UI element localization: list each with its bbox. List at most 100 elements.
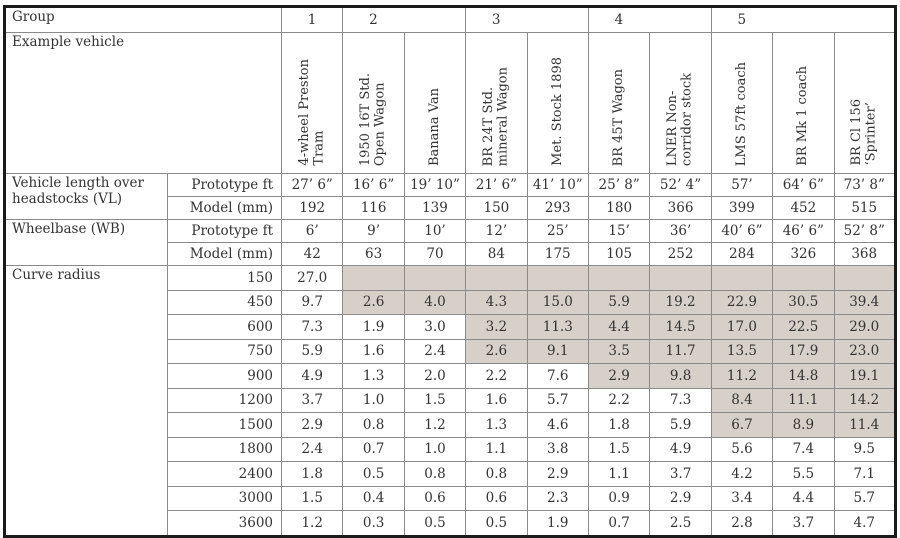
value-cell: 0.5 (403, 510, 467, 537)
value-cell: 21’ 6” (465, 173, 528, 197)
value-cell: 192 (281, 196, 344, 220)
value-cell: 4.7 (833, 510, 896, 537)
value-cell: 4.9 (649, 436, 712, 462)
value-cell: 4.3 (465, 289, 528, 315)
value-cell: 8.4 (710, 387, 774, 413)
value-cell: 2.0 (403, 363, 467, 389)
example-vehicle-row: Example vehicle 4-wheel Preston Tram 195… (3, 32, 896, 174)
value-cell: 0.8 (342, 412, 405, 438)
value-cell: 39.4 (833, 289, 896, 315)
value-cell: 1.9 (342, 314, 405, 340)
value-cell: 2.3 (526, 485, 589, 511)
group-number: 4 (614, 12, 624, 28)
vehicle-name: BR Mk 1 coach (795, 66, 811, 166)
value-cell: 0.5 (465, 510, 528, 537)
value-cell: 0.7 (342, 436, 405, 462)
vehicle-header-cell: Banana Van (403, 32, 467, 174)
value-cell: 9.7 (281, 289, 344, 315)
value-cell: 4.4 (587, 314, 651, 340)
radius-label: 1800 (166, 436, 283, 462)
value-cell: 0.8 (403, 461, 467, 487)
value-cell: 2.9 (526, 461, 589, 487)
value-cell: 19.1 (833, 363, 896, 389)
group-number: 3 (491, 12, 501, 28)
value-cell (649, 265, 712, 291)
value-cell: 452 (772, 196, 835, 220)
value-cell: 0.9 (587, 485, 651, 511)
group-number: 5 (737, 12, 747, 28)
curve-row-450: 450 9.7 2.6 4.0 4.3 15.0 5.9 19.2 22.9 3… (5, 289, 896, 315)
value-cell: 27.0 (281, 265, 344, 291)
radius-label: 3600 (166, 510, 283, 537)
value-cell: 1.1 (587, 461, 651, 487)
value-cell: 0.4 (342, 485, 405, 511)
curve-row-3000: 3000 1.5 0.4 0.6 0.6 2.3 0.9 2.9 3.4 4.4… (5, 485, 896, 511)
group-cell-1: 1 (281, 6, 344, 33)
value-cell: 284 (710, 242, 774, 266)
radius-label: 900 (166, 363, 283, 389)
value-cell: 2.5 (649, 510, 712, 537)
vehicle-header-wrap: LNER Non- corridor stock (651, 34, 710, 173)
value-cell: 15’ (587, 219, 651, 243)
value-cell: 11.7 (649, 338, 712, 364)
value-cell: 23.0 (833, 338, 896, 364)
vehicle-header-wrap: Banana Van (405, 34, 464, 173)
curve-row-1800: 1800 2.4 0.7 1.0 1.1 3.8 1.5 4.9 5.6 7.4… (5, 436, 896, 462)
vehicle-name: LNER Non- corridor stock (665, 72, 695, 166)
value-cell: 1.3 (465, 412, 528, 438)
value-cell: 1.0 (403, 436, 467, 462)
value-cell: 1.8 (281, 461, 344, 487)
group-row-label: Group (3, 6, 283, 33)
value-cell: 7.1 (833, 461, 896, 487)
vehicle-header-cell: LNER Non- corridor stock (649, 32, 712, 174)
value-cell: 11.1 (772, 387, 835, 413)
curve-row-1500: 1500 2.9 0.8 1.2 1.3 4.6 1.8 5.9 6.7 8.9… (5, 412, 896, 438)
value-cell: 5.9 (281, 338, 344, 364)
vehicle-name: 4-wheel Preston Tram (296, 59, 327, 166)
value-cell: 19’ 10” (403, 173, 467, 197)
vehicle-curve-radius-table: Group 1 2 3 4 5 Example vehicle 4-wheel … (3, 5, 897, 538)
value-cell: 12’ (465, 219, 528, 243)
vehicle-header-cell: LMS 57ft coach (710, 32, 774, 174)
wb-prototype-row: Wheelbase (WB) Prototype ft 6’ 9’ 10’ 12… (4, 219, 896, 266)
curve-row-1200: 1200 3.7 1.0 1.5 1.6 5.7 2.2 7.3 8.4 11.… (5, 387, 896, 413)
vehicle-header-wrap: Met. Stock 1898 (528, 34, 587, 173)
wb-model-row: Model (mm) 42 63 70 84 175 105 252 284 3… (5, 242, 896, 266)
value-cell: 52’ 8” (833, 219, 896, 243)
value-cell: 15.0 (526, 289, 589, 315)
value-cell: 73’ 8” (833, 173, 896, 197)
vehicle-header-cell: BR Mk 1 coach (772, 32, 835, 174)
value-cell: 1.5 (403, 387, 467, 413)
vehicle-header-cell: Met. Stock 1898 (526, 32, 589, 174)
value-cell: 1.2 (281, 510, 344, 537)
curve-row-900: 900 4.9 1.3 2.0 2.2 7.6 2.9 9.8 11.2 14.… (5, 363, 896, 389)
value-cell: 3.2 (465, 314, 528, 340)
value-cell: 36’ (649, 219, 712, 243)
value-cell: 2.4 (403, 338, 467, 364)
value-cell: 1.8 (587, 412, 651, 438)
value-cell: 13.5 (710, 338, 774, 364)
sub-label: Model (mm) (166, 242, 283, 266)
value-cell: 1.5 (587, 436, 651, 462)
value-cell: 0.6 (403, 485, 467, 511)
sub-label: Prototype ft (166, 219, 283, 243)
vehicle-name: LMS 57ft coach (733, 61, 749, 166)
value-cell: 2.6 (465, 338, 528, 364)
value-cell: 175 (526, 242, 589, 266)
value-cell: 5.5 (772, 461, 835, 487)
value-cell: 2.6 (342, 289, 405, 315)
vehicle-name: Met. Stock 1898 (549, 57, 565, 166)
value-cell: 22.9 (710, 289, 774, 315)
value-cell: 17.9 (772, 338, 835, 364)
vehicle-header-wrap: 1950 16T Std. Open Wagon (344, 34, 403, 173)
value-cell: 3.7 (281, 387, 344, 413)
value-cell: 41’ 10” (526, 173, 589, 197)
value-cell (833, 265, 896, 291)
radius-label: 450 (166, 289, 283, 315)
value-cell: 293 (526, 196, 589, 220)
value-cell: 0.8 (465, 461, 528, 487)
value-cell: 2.2 (465, 363, 528, 389)
value-cell: 16’ 6” (342, 173, 405, 197)
value-cell: 2.9 (587, 363, 651, 389)
value-cell (465, 265, 528, 291)
